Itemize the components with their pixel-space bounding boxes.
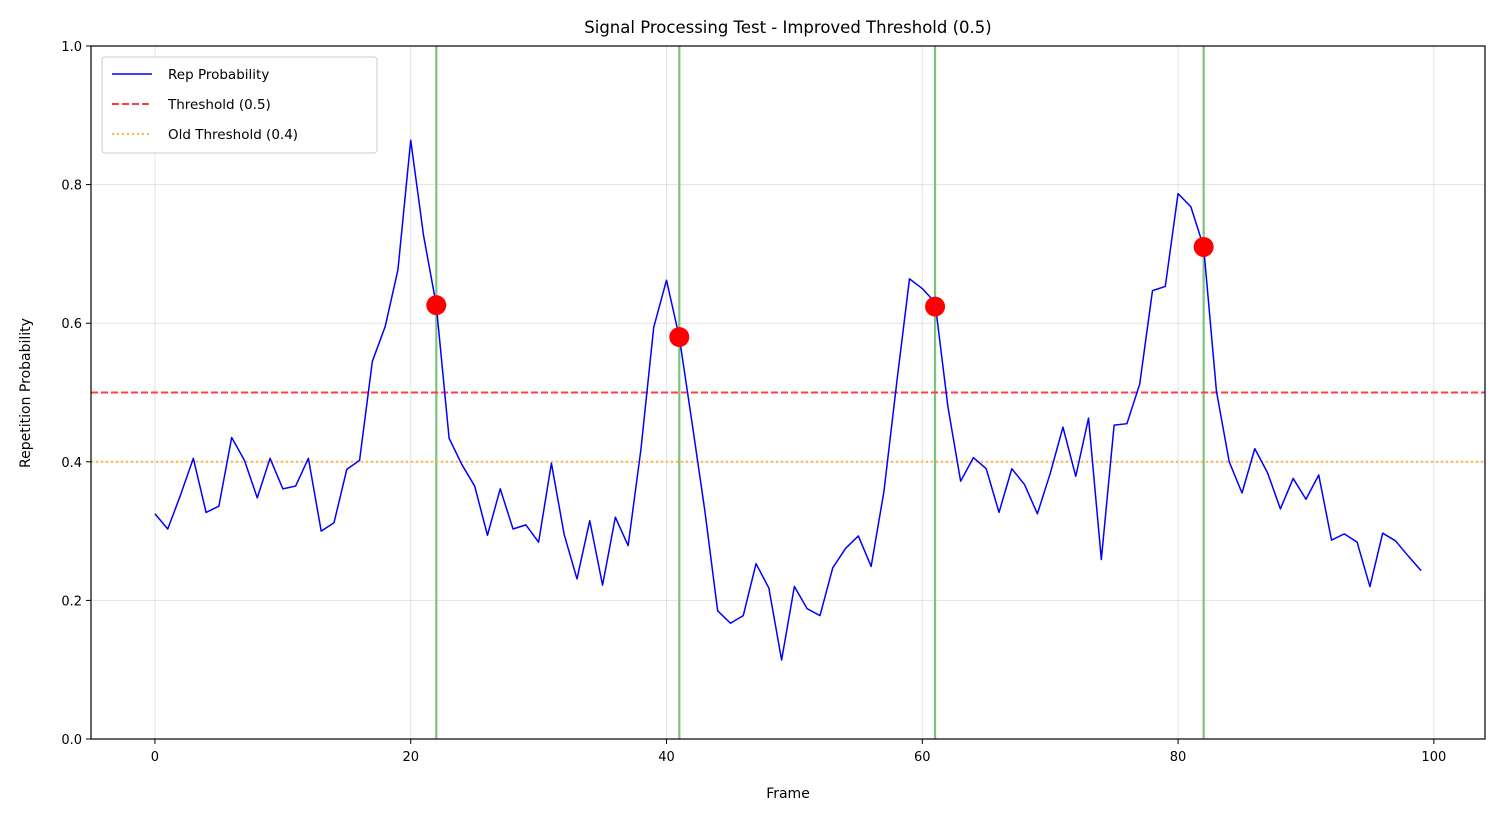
x-tick-label: 100 <box>1421 750 1446 765</box>
y-tick-label: 0.0 <box>61 733 82 748</box>
series-lines <box>154 139 1422 661</box>
x-tick-label: 20 <box>402 750 419 765</box>
y-tick-label: 0.8 <box>61 179 82 194</box>
y-tick-label: 0.4 <box>61 456 82 471</box>
peak-point <box>925 296 946 317</box>
detected-peaks <box>426 236 1214 348</box>
peak-point <box>669 327 690 348</box>
threshold-lines <box>91 391 1485 463</box>
y-tick-label: 1.0 <box>61 40 82 55</box>
plot-frame <box>90 45 1486 740</box>
x-tick-label: 0 <box>151 750 159 765</box>
x-axis-label: Frame <box>766 786 810 802</box>
x-tick-label: 80 <box>1170 750 1187 765</box>
y-axis-label: Repetition Probability <box>18 318 34 468</box>
peak-point <box>426 295 447 316</box>
series-line-rep-probability <box>154 139 1422 661</box>
y-axis-ticks: 0.0 0.2 0.4 0.6 0.8 1.0 <box>61 40 91 748</box>
legend: Rep Probability Threshold (0.5) Old Thre… <box>101 56 378 154</box>
legend-label-rep-probability: Rep Probability <box>168 67 269 83</box>
x-tick-label: 40 <box>658 750 675 765</box>
peak-point <box>1193 236 1214 257</box>
chart-title: Signal Processing Test - Improved Thresh… <box>584 18 991 37</box>
legend-box <box>101 56 378 154</box>
y-tick-label: 0.6 <box>61 317 82 332</box>
x-tick-label: 60 <box>914 750 931 765</box>
legend-label-old-threshold: Old Threshold (0.4) <box>168 127 298 143</box>
legend-label-threshold: Threshold (0.5) <box>167 97 271 113</box>
x-axis-ticks: 0 20 40 60 80 100 <box>151 739 1446 765</box>
y-tick-label: 0.2 <box>61 594 82 609</box>
